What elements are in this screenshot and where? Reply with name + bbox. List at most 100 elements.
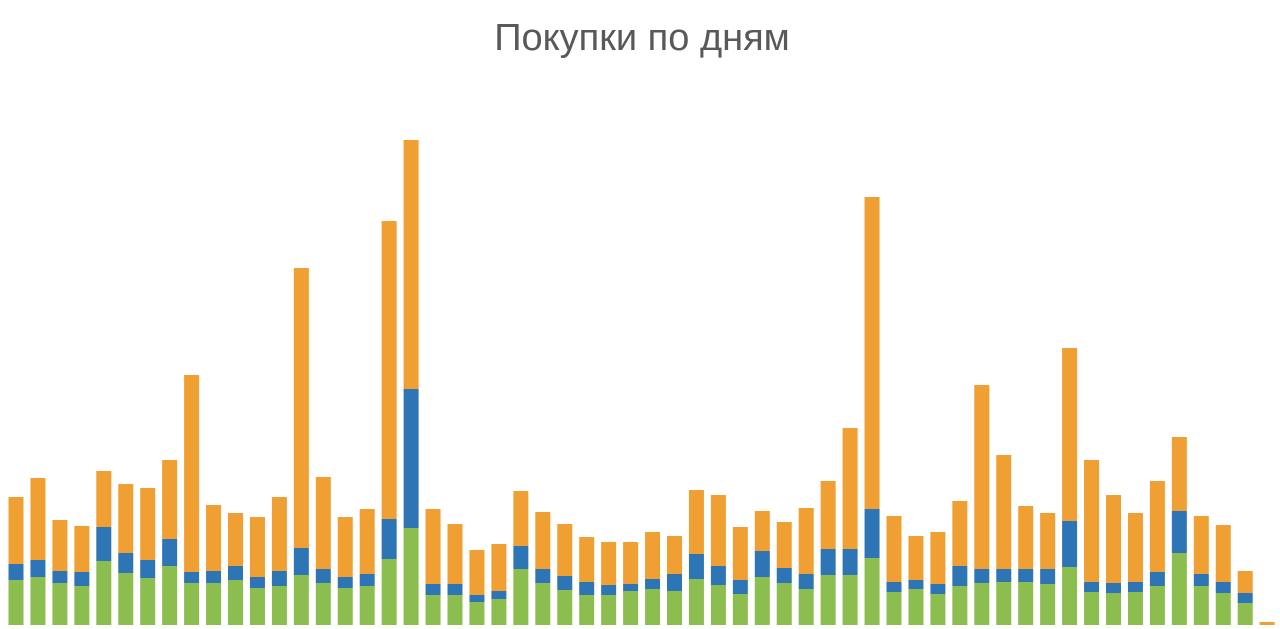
bar-segment <box>74 526 90 572</box>
bar-segment <box>359 574 375 586</box>
bar-segment <box>1215 593 1231 625</box>
bar-segment <box>315 583 331 625</box>
bar-segment <box>118 484 134 553</box>
bar-segment <box>864 197 880 509</box>
bar-segment <box>1040 513 1056 569</box>
bar-segment <box>162 460 178 539</box>
bar-segment <box>1237 603 1253 625</box>
bar-segment <box>623 584 639 591</box>
bar-segment <box>688 554 704 579</box>
bar-segment <box>381 559 397 625</box>
bar-segment <box>513 491 529 546</box>
bar-segment <box>403 140 419 389</box>
bar-segment <box>754 551 770 577</box>
bar-segment <box>776 568 792 583</box>
bar-segment <box>337 517 353 577</box>
bar-segment <box>96 471 112 527</box>
bar-segment <box>667 536 682 574</box>
bar-segment <box>1149 572 1165 586</box>
chart-title: Покупки по дням <box>494 17 790 59</box>
bar-segment <box>1171 553 1187 625</box>
bar-segment <box>820 575 836 625</box>
bar-segment <box>930 532 946 584</box>
bar-segment <box>996 569 1012 582</box>
bar-segment <box>425 584 441 595</box>
bar-segment <box>798 589 814 625</box>
bar-segment <box>754 511 770 551</box>
bar-segment <box>601 542 617 585</box>
bar-segment <box>271 571 287 586</box>
bar-segment <box>886 516 902 582</box>
bar-segment <box>710 566 726 585</box>
bar-segment <box>469 602 485 625</box>
bar-segment <box>337 588 353 625</box>
bar-segment <box>469 550 485 595</box>
bar-segment <box>30 577 46 625</box>
bar-segment <box>1084 582 1100 592</box>
bar-segment <box>96 527 112 561</box>
bar-segment <box>184 583 200 625</box>
bar-segment <box>1149 481 1165 572</box>
bar-segment <box>1237 571 1253 593</box>
bar-segment <box>645 532 661 579</box>
bar-segment <box>601 585 617 595</box>
bar-segment <box>579 595 595 625</box>
bar-segment <box>1018 569 1034 582</box>
bar-segment <box>1193 516 1209 574</box>
bar-segment <box>1171 511 1187 553</box>
bar-segment <box>952 586 968 625</box>
bar-segment <box>886 592 902 625</box>
bar-segment <box>118 553 134 573</box>
bar-segment <box>623 591 639 625</box>
bar-segment <box>732 527 748 580</box>
bar-segment <box>996 582 1012 625</box>
bar-segment <box>228 513 243 566</box>
bar-segment <box>162 566 178 625</box>
bar-segment <box>337 577 353 588</box>
bar-segment <box>1171 437 1187 511</box>
bar-segment <box>1259 622 1275 625</box>
bar-segment <box>1062 521 1078 567</box>
bar-segment <box>952 501 968 566</box>
bar-segment <box>1106 593 1121 625</box>
bar-segment <box>798 574 814 589</box>
bar-segment <box>1062 567 1078 625</box>
bar-segment <box>140 488 156 560</box>
bar-segment <box>96 561 112 625</box>
bar-segment <box>491 544 507 591</box>
bar-segment <box>403 389 419 528</box>
bar-segment <box>1018 582 1034 625</box>
bar-segment <box>1215 582 1231 593</box>
bar-segment <box>447 595 463 625</box>
bar-segment <box>271 497 287 571</box>
bar-segment <box>162 539 178 566</box>
bar-segment <box>1193 586 1209 625</box>
bar-segment <box>579 582 595 595</box>
bar-segment <box>1084 592 1100 625</box>
bar-segment <box>688 490 704 554</box>
bar-segment <box>249 577 265 588</box>
bar-segment <box>908 536 924 580</box>
bar-segment <box>974 583 990 625</box>
bar-segment <box>30 560 46 577</box>
bar-segment <box>1084 460 1100 582</box>
bar-segment <box>864 558 880 625</box>
bar-segment <box>381 519 397 559</box>
bar-segment <box>1040 584 1056 625</box>
bar-segment <box>293 575 309 625</box>
bar-segment <box>710 495 726 566</box>
bar-segment <box>1040 569 1056 584</box>
bar-segment <box>996 455 1012 569</box>
bar-segment <box>842 549 858 575</box>
bar-segment <box>8 580 24 625</box>
bar-segment <box>908 589 924 625</box>
bar-segment <box>535 512 551 569</box>
bar-segment <box>206 583 222 625</box>
bar-segment <box>206 505 222 571</box>
bar-segment <box>667 591 682 625</box>
bar-segment <box>140 560 156 578</box>
bar-segment <box>184 375 200 572</box>
bar-segment <box>820 549 836 575</box>
bar-segment <box>601 595 617 625</box>
bar-segment <box>491 599 507 625</box>
